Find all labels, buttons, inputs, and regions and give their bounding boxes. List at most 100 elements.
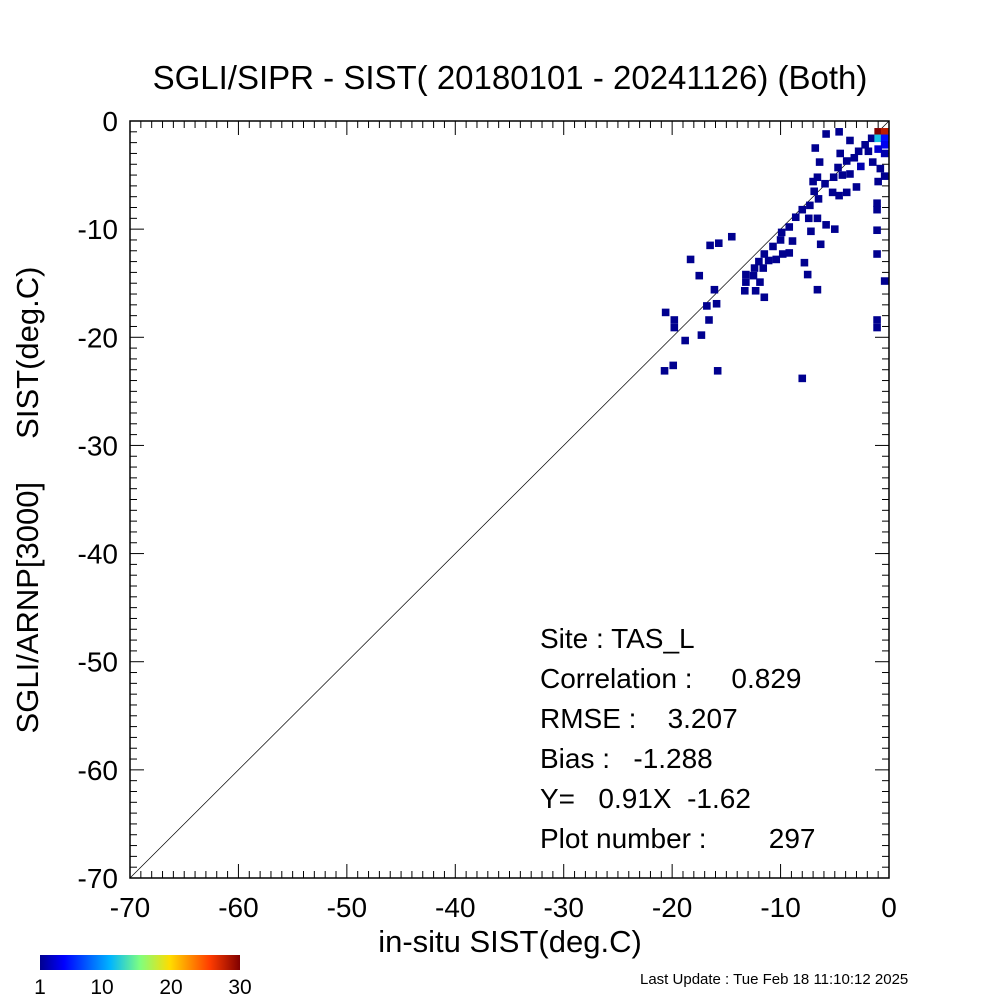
density-cell bbox=[703, 302, 711, 310]
density-cell bbox=[681, 336, 689, 345]
density-cell bbox=[706, 241, 714, 250]
density-cell bbox=[873, 226, 881, 235]
x-tick-label: -40 bbox=[435, 892, 475, 923]
density-cell bbox=[670, 323, 679, 332]
y-tick-label: -30 bbox=[78, 430, 118, 461]
x-axis-label: in-situ SIST(deg.C) bbox=[378, 924, 642, 959]
density-cell bbox=[880, 134, 889, 143]
colorbar-tick-label: 1 bbox=[34, 976, 46, 999]
x-tick-label: 0 bbox=[881, 892, 897, 923]
density-cell bbox=[838, 171, 847, 179]
density-cell bbox=[873, 205, 881, 214]
density-cell bbox=[874, 128, 882, 136]
density-cell bbox=[836, 149, 845, 158]
x-tick-label: -20 bbox=[652, 892, 692, 923]
density-cell bbox=[798, 374, 807, 383]
density-cell bbox=[804, 214, 813, 223]
colorbar-tick-labels: 1 10 20 30 bbox=[34, 976, 252, 999]
x-tick-label: -30 bbox=[543, 892, 583, 923]
density-cell bbox=[710, 285, 719, 294]
density-cell bbox=[880, 149, 889, 158]
last-update-text: Last Update : Tue Feb 18 11:10:12 2025 bbox=[640, 971, 908, 988]
density-cell bbox=[822, 130, 830, 138]
density-cell bbox=[714, 239, 723, 247]
density-cell bbox=[785, 223, 794, 231]
density-cell bbox=[880, 128, 889, 136]
chart-title: SGLI/SIPR - SIST( 20180101 - 20241126) (… bbox=[153, 59, 868, 96]
density-cell bbox=[742, 270, 750, 279]
density-cell bbox=[807, 227, 815, 236]
density-cell bbox=[810, 187, 818, 196]
density-cell bbox=[759, 264, 768, 272]
y-tick-label: -10 bbox=[78, 214, 118, 245]
y-tick-label: -50 bbox=[78, 647, 118, 678]
density-cell bbox=[813, 173, 822, 182]
density-cell bbox=[712, 299, 721, 308]
density-cell bbox=[873, 250, 881, 258]
density-cell bbox=[835, 128, 843, 136]
density-cell bbox=[727, 232, 736, 241]
density-cell bbox=[760, 293, 769, 302]
density-cell bbox=[798, 205, 807, 214]
density-cell bbox=[760, 250, 769, 258]
colorbar-tick-label: 10 bbox=[90, 976, 113, 999]
density-cell bbox=[857, 162, 865, 171]
density-cell bbox=[880, 172, 889, 180]
density-cell bbox=[876, 164, 885, 173]
density-cell bbox=[800, 258, 809, 267]
density-cell bbox=[776, 236, 785, 244]
density-cell bbox=[874, 134, 882, 143]
x-tick-label: -10 bbox=[760, 892, 800, 923]
density-cell bbox=[874, 145, 882, 153]
density-cell bbox=[846, 170, 854, 178]
density-cell bbox=[813, 285, 822, 294]
density-cell bbox=[846, 136, 854, 145]
stat-regression: Y= 0.91X -1.62 bbox=[540, 783, 751, 814]
density-cell bbox=[670, 316, 679, 324]
density-cell bbox=[751, 286, 760, 295]
colorbar-tick-label: 20 bbox=[159, 976, 182, 999]
density-cell bbox=[822, 221, 830, 229]
density-cell bbox=[873, 199, 881, 207]
density-cell bbox=[740, 286, 749, 295]
density-cell bbox=[811, 144, 820, 152]
density-cell bbox=[772, 255, 781, 264]
density-cell bbox=[842, 188, 851, 197]
colorbar-gradient bbox=[40, 955, 240, 970]
density-cell bbox=[756, 278, 764, 286]
density-cell bbox=[660, 367, 669, 375]
density-cell bbox=[806, 201, 814, 210]
y-tick-label: -70 bbox=[78, 863, 118, 894]
density-cell bbox=[834, 163, 842, 172]
density-cell bbox=[829, 173, 838, 182]
x-tick-label: -70 bbox=[110, 892, 150, 923]
density-cell bbox=[867, 134, 876, 143]
stat-plot-number: Plot number : 297 bbox=[540, 823, 815, 854]
y-tick-label: -60 bbox=[78, 755, 118, 786]
density-cell bbox=[750, 264, 759, 272]
density-cell bbox=[880, 141, 889, 149]
stat-rmse: RMSE : 3.207 bbox=[540, 703, 738, 734]
plot-frame bbox=[129, 120, 890, 879]
x-tick-label: -60 bbox=[218, 892, 258, 923]
density-cell bbox=[686, 255, 695, 264]
density-cell bbox=[852, 183, 861, 191]
density-cell bbox=[809, 177, 817, 186]
density-cell bbox=[864, 147, 873, 156]
stat-site: Site : TAS_L bbox=[540, 623, 695, 654]
x-tick-label: -50 bbox=[327, 892, 367, 923]
stats-box: Site : TAS_L Correlation : 0.829 RMSE : … bbox=[540, 623, 815, 854]
density-cell bbox=[669, 361, 678, 370]
density-cell bbox=[830, 225, 839, 233]
y-tick-labels: -70 -60 -50 -40 -30 -20 -10 0 bbox=[78, 106, 118, 894]
density-cell bbox=[777, 228, 786, 237]
x-tick-labels: -70 -60 -50 -40 -30 -20 -10 0 bbox=[110, 892, 897, 923]
density-cell bbox=[873, 316, 881, 324]
y-axis-label: SGLI/ARNP[3000] SIST(deg.C) bbox=[10, 267, 45, 734]
reference-line-group bbox=[129, 120, 890, 879]
density-cell bbox=[861, 141, 869, 149]
density-cell bbox=[695, 271, 704, 280]
density-cell bbox=[868, 158, 877, 166]
density-cell bbox=[850, 153, 859, 162]
